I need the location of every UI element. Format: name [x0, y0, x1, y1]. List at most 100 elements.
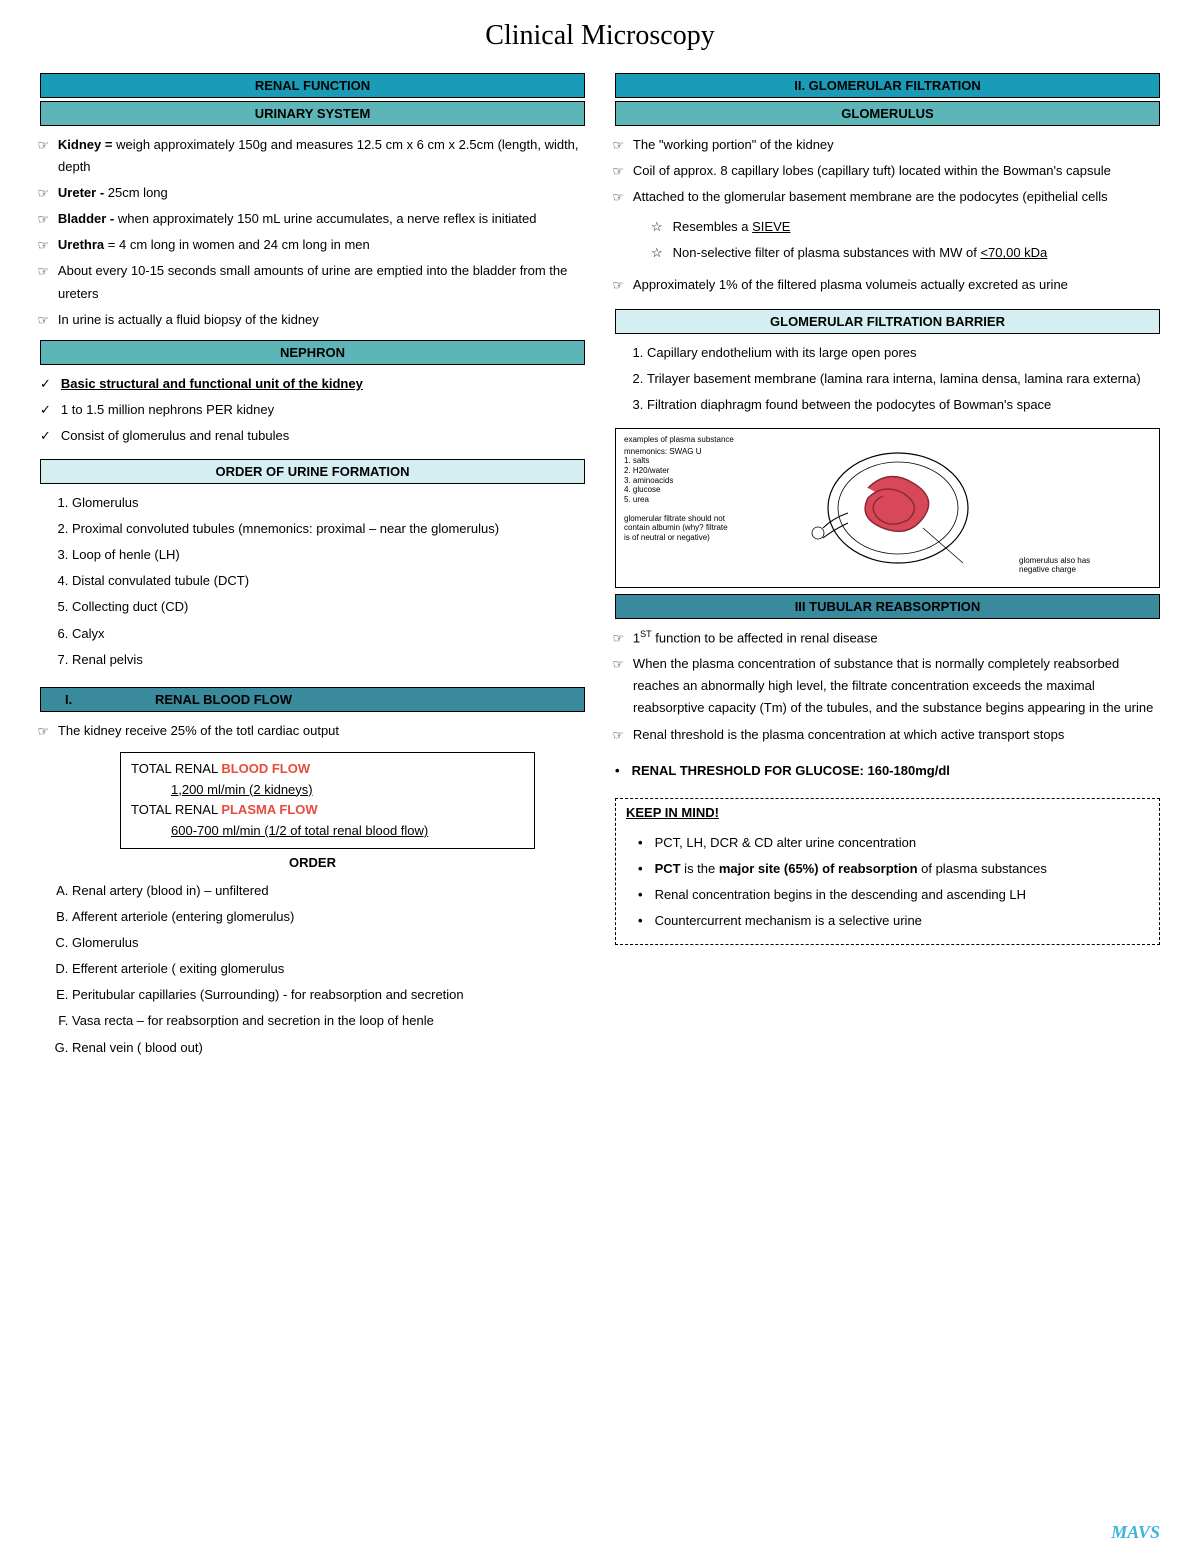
- blood-flow-order-list: Renal artery (blood in) – unfiltered Aff…: [40, 872, 585, 1065]
- text-bold: RENAL THRESHOLD FOR GLUCOSE: 160-180mg/d…: [632, 763, 950, 778]
- right-column: II. GLOMERULAR FILTRATION GLOMERULUS The…: [615, 67, 1160, 1065]
- section-title: RENAL BLOOD FLOW: [135, 692, 580, 707]
- diagram-label: mnemonics: SWAG U 1. salts 2. H20/water …: [624, 447, 734, 505]
- list-item: Non-selective filter of plasma substance…: [669, 240, 1160, 266]
- glomerulus-diagram: examples of plasma substance mnemonics: …: [615, 428, 1160, 588]
- text-red: PLASMA FLOW: [221, 802, 317, 817]
- gfb-list: Capillary endothelium with its large ope…: [615, 334, 1160, 422]
- flow-line: TOTAL RENAL BLOOD FLOW: [131, 759, 524, 780]
- diagram-label: glomerulus also has negative charge: [1019, 556, 1119, 575]
- list-item: Distal convulated tubule (DCT): [72, 568, 585, 594]
- footer-signature: MAVS: [1111, 1522, 1160, 1543]
- list-item: About every 10-15 seconds small amounts …: [58, 258, 585, 306]
- text: Basic structural and functional unit of …: [61, 376, 363, 391]
- list-item: Renal vein ( blood out): [72, 1035, 585, 1061]
- list-item: Renal artery (blood in) – unfiltered: [72, 878, 585, 904]
- nephron-list: Basic structural and functional unit of …: [40, 365, 585, 453]
- text: = 4 cm long in women and 24 cm long in m…: [104, 237, 370, 252]
- list-item: Glomerulus: [72, 930, 585, 956]
- header-renal-blood-flow: I. RENAL BLOOD FLOW: [40, 687, 585, 712]
- label: Bladder -: [58, 211, 114, 226]
- label: Urethra: [58, 237, 104, 252]
- flow-box: TOTAL RENAL BLOOD FLOW 1,200 ml/min (2 k…: [120, 752, 535, 849]
- text: Non-selective filter of plasma substance…: [673, 245, 981, 260]
- list-item: Urethra = 4 cm long in women and 24 cm l…: [58, 232, 585, 258]
- diagram-label: glomerular filtrate should not contain a…: [624, 514, 734, 543]
- section-number: I.: [45, 692, 135, 707]
- list-item: Countercurrent mechanism is a selective …: [656, 908, 1149, 934]
- header-tubular-reabsorption: III TUBULAR REABSORPTION: [615, 594, 1160, 619]
- list-item: Resembles a SIEVE: [669, 214, 1160, 240]
- glomerulus-svg: [788, 438, 988, 578]
- text-underline: SIEVE: [752, 219, 790, 234]
- list-item: Peritubular capillaries (Surrounding) - …: [72, 982, 585, 1008]
- list-item: Renal threshold is the plasma concentrat…: [633, 722, 1160, 748]
- list-item: Ureter - 25cm long: [58, 180, 585, 206]
- list-item: Basic structural and functional unit of …: [58, 371, 585, 397]
- list-item: Coil of approx. 8 capillary lobes (capil…: [633, 158, 1160, 184]
- text: is the: [681, 861, 719, 876]
- header-gfb: GLOMERULAR FILTRATION BARRIER: [615, 309, 1160, 334]
- list-item: Loop of henle (LH): [72, 542, 585, 568]
- list-item: In urine is actually a fluid biopsy of t…: [58, 307, 585, 333]
- order-subtitle: ORDER: [40, 853, 585, 872]
- text: function to be affected in renal disease: [652, 630, 878, 645]
- list-item: Proximal convoluted tubules (mnemonics: …: [72, 516, 585, 542]
- list-item: Capillary endothelium with its large ope…: [647, 340, 1160, 366]
- list-item: Kidney = weigh approximately 150g and me…: [58, 132, 585, 180]
- keep-title: KEEP IN MIND!: [626, 805, 1149, 820]
- list-item: Renal pelvis: [72, 647, 585, 673]
- header-urinary-system: URINARY SYSTEM: [40, 101, 585, 126]
- header-glomerular-filtration: II. GLOMERULAR FILTRATION: [615, 73, 1160, 98]
- list-item: The "working portion" of the kidney: [633, 132, 1160, 158]
- list-item: Glomerulus: [72, 490, 585, 516]
- nested-list: Resembles a SIEVE Non-selective filter o…: [651, 208, 1160, 270]
- list-item: 1 to 1.5 million nephrons PER kidney: [58, 397, 585, 423]
- list-item: Afferent arteriole (entering glomerulus): [72, 904, 585, 930]
- list-item: Collecting duct (CD): [72, 594, 585, 620]
- list-item: Approximately 1% of the filtered plasma …: [633, 272, 1160, 298]
- text: weigh approximately 150g and measures 12…: [58, 137, 579, 174]
- text: TOTAL RENAL: [131, 761, 221, 776]
- text: Resembles a: [673, 219, 752, 234]
- text: of plasma substances: [918, 861, 1047, 876]
- flow-line: 600-700 ml/min (1/2 of total renal blood…: [131, 821, 524, 842]
- list-item: Efferent arteriole ( exiting glomerulus: [72, 956, 585, 982]
- tubular-list: 1ST function to be affected in renal dis…: [615, 619, 1160, 752]
- list-item: Vasa recta – for reabsorption and secret…: [72, 1008, 585, 1034]
- glomerulus-list: The "working portion" of the kidney Coil…: [615, 126, 1160, 303]
- list-item: Trilayer basement membrane (lamina rara …: [647, 366, 1160, 392]
- list-item: Bladder - when approximately 150 mL urin…: [58, 206, 585, 232]
- list-item: Renal concentration begins in the descen…: [656, 882, 1149, 908]
- rbf-intro-list: The kidney receive 25% of the totl cardi…: [40, 712, 585, 748]
- list-item: PCT is the major site (65%) of reabsorpt…: [656, 856, 1149, 882]
- list-item: The kidney receive 25% of the totl cardi…: [58, 718, 585, 744]
- header-order-formation: ORDER OF URINE FORMATION: [40, 459, 585, 484]
- text-red: BLOOD FLOW: [221, 761, 310, 776]
- superscript: ST: [640, 629, 652, 639]
- header-glomerulus: GLOMERULUS: [615, 101, 1160, 126]
- text: when approximately 150 mL urine accumula…: [114, 211, 536, 226]
- text-bold: major site (65%) of reabsorption: [719, 861, 918, 876]
- diagram-label: examples of plasma substance: [624, 435, 754, 445]
- label: Ureter -: [58, 185, 104, 200]
- keep-list: PCT, LH, DCR & CD alter urine concentrat…: [626, 824, 1149, 938]
- text-bold: PCT: [655, 861, 681, 876]
- text: TOTAL RENAL: [131, 802, 221, 817]
- header-nephron: NEPHRON: [40, 340, 585, 365]
- order-formation-list: Glomerulus Proximal convoluted tubules (…: [40, 484, 585, 677]
- list-item: Attached to the glomerular basement memb…: [633, 184, 1160, 272]
- list-item: 1ST function to be affected in renal dis…: [633, 625, 1160, 651]
- header-renal-function: RENAL FUNCTION: [40, 73, 585, 98]
- flow-line: 1,200 ml/min (2 kidneys): [131, 780, 524, 801]
- list-item: PCT, LH, DCR & CD alter urine concentrat…: [656, 830, 1149, 856]
- text: 25cm long: [104, 185, 168, 200]
- list-item: Consist of glomerulus and renal tubules: [58, 423, 585, 449]
- list-item: Calyx: [72, 621, 585, 647]
- list-item: Filtration diaphragm found between the p…: [647, 392, 1160, 418]
- list-item: RENAL THRESHOLD FOR GLUCOSE: 160-180mg/d…: [633, 758, 1160, 784]
- text: Attached to the glomerular basement memb…: [633, 189, 1108, 204]
- two-column-layout: RENAL FUNCTION URINARY SYSTEM Kidney = w…: [40, 67, 1160, 1065]
- urinary-system-list: Kidney = weigh approximately 150g and me…: [40, 126, 585, 337]
- flow-line: TOTAL RENAL PLASMA FLOW: [131, 800, 524, 821]
